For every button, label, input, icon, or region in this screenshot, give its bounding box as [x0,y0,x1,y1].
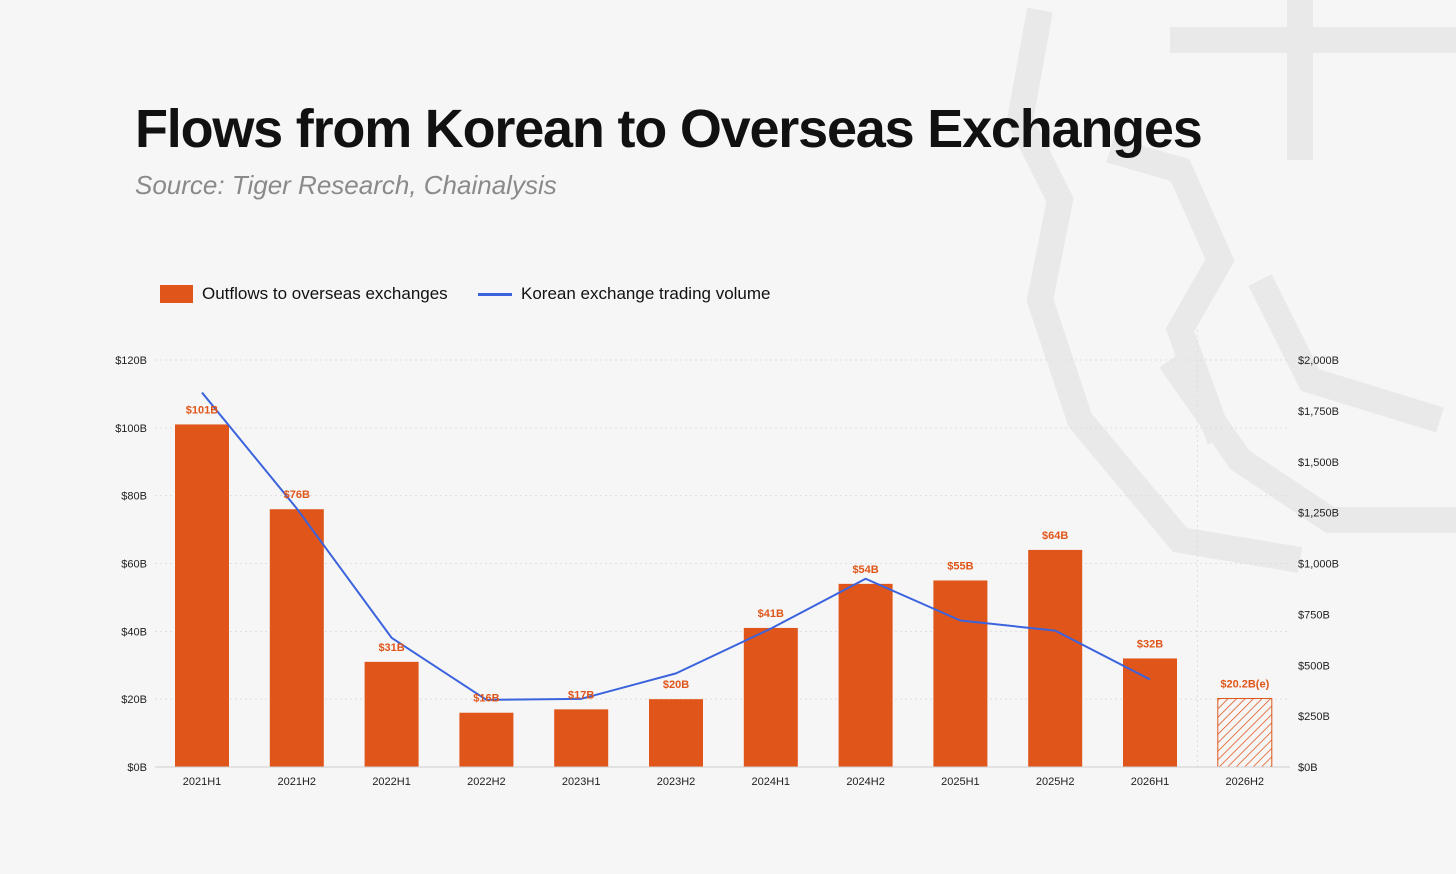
y-right-tick-label: $1,500B [1298,457,1339,469]
bar [649,699,703,767]
y-right-tick-label: $1,000B [1298,559,1339,571]
y-left-tick-label: $20B [121,694,147,706]
bar-value-label: $16B [473,693,499,705]
bar [269,509,324,767]
y-right-tick-label: $0B [1298,762,1318,774]
x-tick-label: 2026H1 [1131,776,1170,788]
y-right-tick-label: $250B [1298,711,1330,723]
bar-value-label: $64B [1042,530,1068,542]
x-tick-label: 2026H2 [1226,776,1265,788]
bar [554,709,609,767]
y-left-tick-label: $40B [121,626,147,638]
chart-title: Flows from Korean to Overseas Exchanges [135,99,1203,159]
x-tick-label: 2023H2 [657,776,696,788]
legend-swatch-bar [160,285,193,303]
x-tick-label: 2021H2 [278,776,317,788]
y-left-tick-label: $80B [121,491,147,503]
y-left-tick-label: $0B [127,762,147,774]
bar [1123,658,1177,767]
legend-swatch-line [478,292,512,296]
grid-lines [155,330,1290,767]
bar-value-label: $20B [663,679,689,691]
bar [743,627,798,767]
x-tick-label: 2023H1 [562,776,601,788]
bar-value-label: $54B [852,564,878,576]
trading-volume-series [201,391,1151,701]
bar [1028,549,1083,767]
legend-label-outflows: Outflows to overseas exchanges [202,284,448,303]
x-tick-label: 2025H1 [941,776,980,788]
legend-item-outflows: Outflows to overseas exchanges [160,284,448,304]
trading-volume-line [201,391,1151,701]
bar-labels: $101B $76B $31B $16B $17B $20B $41B $54B $55B $64… [186,404,1270,704]
x-tick-label: 2024H1 [752,776,791,788]
chart-subtitle: Source: Tiger Research, Chainalysis [135,170,557,200]
y-right-tick-label: $1,750B [1298,406,1339,418]
bar-value-label: $55B [947,560,973,572]
bar-value-label: $41B [758,608,784,620]
bar [364,661,419,767]
y-right-tick-label: $1,250B [1298,508,1339,520]
y-right-tick-label: $2,000B [1298,355,1339,367]
bar-value-label: $101B [186,404,218,416]
y-right-tick-label: $500B [1298,660,1330,672]
y-left-tick-label: $120B [115,355,147,367]
bar [838,583,893,767]
bar-value-label: $31B [378,642,404,654]
bars [175,424,1273,768]
x-tick-label: 2022H2 [467,776,506,788]
y-left-tick-label: $100B [115,423,147,435]
axes: $0B $20B $40B $60B $80B $100B $120B $0B $250B $50… [115,355,1339,788]
bar-value-label: $17B [568,689,594,701]
x-tick-label: 2021H1 [183,776,222,788]
bar [933,580,988,767]
x-tick-label: 2025H2 [1036,776,1075,788]
x-tick-label: 2024H2 [846,776,885,788]
bar-value-label: $20.2B(e) [1220,678,1269,690]
bar-value-label: $76B [284,489,310,501]
legend-label-trading-volume: Korean exchange trading volume [521,284,771,303]
bar-value-label: $32B [1137,638,1163,650]
x-tick-label: 2022H1 [372,776,411,788]
legend-item-trading-volume: Korean exchange trading volume [478,284,771,304]
y-left-tick-label: $60B [121,559,147,571]
y-right-tick-label: $750B [1298,609,1330,621]
bar [1217,697,1273,768]
bar [459,712,514,767]
bar [175,424,229,767]
